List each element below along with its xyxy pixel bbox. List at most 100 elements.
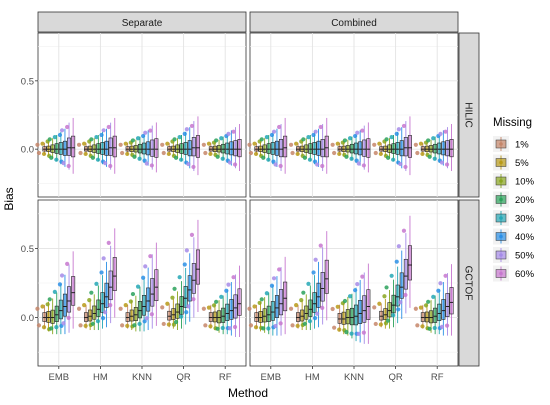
point xyxy=(315,311,320,316)
legend-key-point xyxy=(499,234,503,239)
point xyxy=(360,128,365,133)
box xyxy=(71,276,76,306)
box xyxy=(175,303,180,319)
box-hm-40pct xyxy=(311,128,321,167)
point xyxy=(337,151,342,157)
point xyxy=(57,132,63,138)
point xyxy=(426,299,431,304)
point xyxy=(432,156,437,161)
point xyxy=(40,141,45,146)
point xyxy=(232,324,238,330)
point xyxy=(438,131,443,136)
box xyxy=(42,312,47,322)
box xyxy=(108,137,113,156)
point xyxy=(206,305,212,310)
point xyxy=(148,128,153,133)
point xyxy=(130,138,136,143)
box-hm-10pct xyxy=(299,294,309,331)
point xyxy=(132,323,137,328)
box-knn-30pct xyxy=(347,133,359,163)
point xyxy=(312,316,318,321)
point xyxy=(208,151,213,157)
point xyxy=(141,275,146,280)
point xyxy=(398,161,403,167)
box xyxy=(221,143,226,154)
point xyxy=(373,321,378,327)
point xyxy=(52,289,57,294)
box-qr-20pct xyxy=(384,279,396,328)
box xyxy=(358,300,363,324)
point xyxy=(49,155,54,160)
point xyxy=(54,157,59,162)
legend-item: 60% xyxy=(493,265,535,282)
box xyxy=(304,144,309,153)
point xyxy=(378,151,383,157)
box xyxy=(274,140,279,156)
point xyxy=(148,254,153,259)
point xyxy=(82,303,87,308)
point xyxy=(301,137,306,142)
box-hm-1pct xyxy=(76,304,89,329)
box-rf-20pct xyxy=(426,136,438,161)
point xyxy=(373,150,378,156)
point xyxy=(266,326,271,331)
box xyxy=(395,284,400,307)
x-tick-label: HM xyxy=(93,372,108,383)
box xyxy=(279,139,284,158)
legend-key-point xyxy=(499,160,503,165)
box-rf-10pct xyxy=(211,139,222,158)
point xyxy=(40,304,45,309)
point xyxy=(170,295,175,300)
point xyxy=(161,150,166,156)
x-tick-labels: EMB HM KNN QR RF EMB HM KNN QR RF xyxy=(49,366,444,383)
point xyxy=(160,305,165,310)
legend-label: 20% xyxy=(515,195,535,206)
box-knn-30pct xyxy=(135,133,147,163)
point xyxy=(99,132,104,138)
y-tick-labels: 0.0 0.5 0.0 0.5 xyxy=(21,76,38,324)
point xyxy=(118,142,123,147)
point xyxy=(253,151,259,157)
box xyxy=(395,142,400,155)
box xyxy=(237,288,242,316)
point xyxy=(444,323,450,328)
box xyxy=(316,140,321,156)
point xyxy=(191,297,196,302)
point xyxy=(232,162,238,167)
box-knn-40pct xyxy=(141,130,151,166)
box-emb-20pct xyxy=(47,135,59,162)
box xyxy=(100,142,105,155)
box xyxy=(262,144,267,153)
point xyxy=(271,159,276,164)
point xyxy=(247,306,252,311)
box xyxy=(237,139,242,158)
box xyxy=(50,309,55,324)
box xyxy=(266,143,271,154)
box xyxy=(150,278,155,307)
strip-label-combined: Combined xyxy=(331,18,377,29)
box xyxy=(445,293,450,317)
box xyxy=(407,135,412,158)
box xyxy=(437,303,442,321)
box xyxy=(146,287,151,312)
point xyxy=(335,304,340,309)
point xyxy=(396,244,401,249)
point xyxy=(89,137,94,142)
point xyxy=(144,161,149,166)
box xyxy=(50,144,55,153)
box xyxy=(58,142,63,155)
point xyxy=(394,259,399,264)
point xyxy=(320,163,325,169)
point xyxy=(259,137,264,142)
point xyxy=(227,160,233,165)
box xyxy=(104,140,109,156)
box-rf-40pct xyxy=(224,130,234,166)
box-qr-30pct xyxy=(177,267,188,325)
point xyxy=(135,136,141,141)
point xyxy=(389,135,394,140)
x-tick-label: QR xyxy=(388,372,402,383)
point xyxy=(214,299,219,304)
point xyxy=(45,302,50,307)
point xyxy=(149,312,154,317)
point xyxy=(137,156,142,161)
